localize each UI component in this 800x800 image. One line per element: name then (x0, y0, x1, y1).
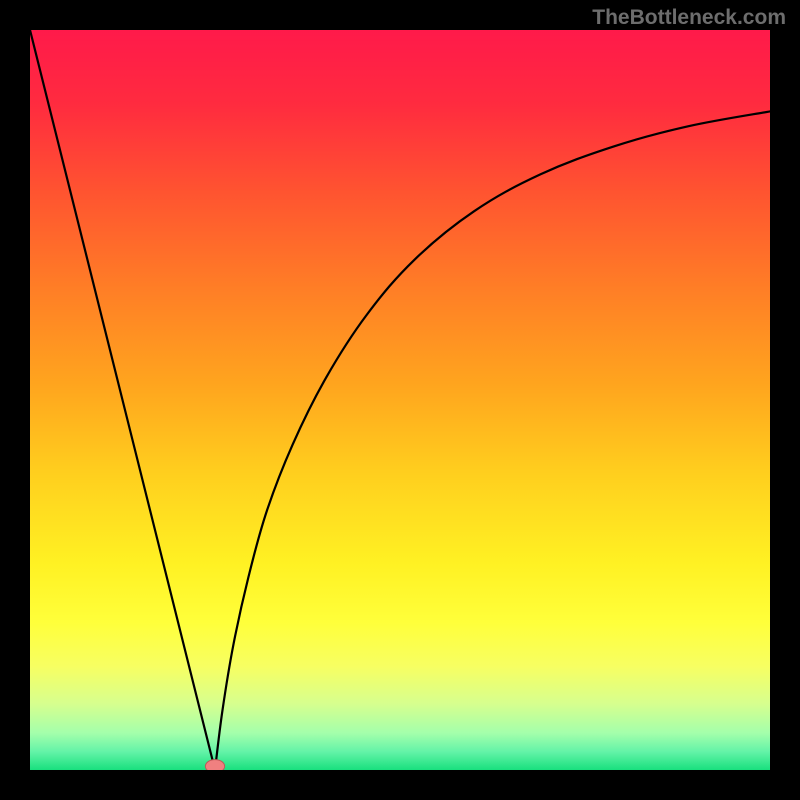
bottleneck-curve (30, 30, 770, 770)
plot-area (30, 30, 770, 770)
minimum-marker (205, 760, 224, 770)
watermark-text: TheBottleneck.com (592, 6, 786, 30)
